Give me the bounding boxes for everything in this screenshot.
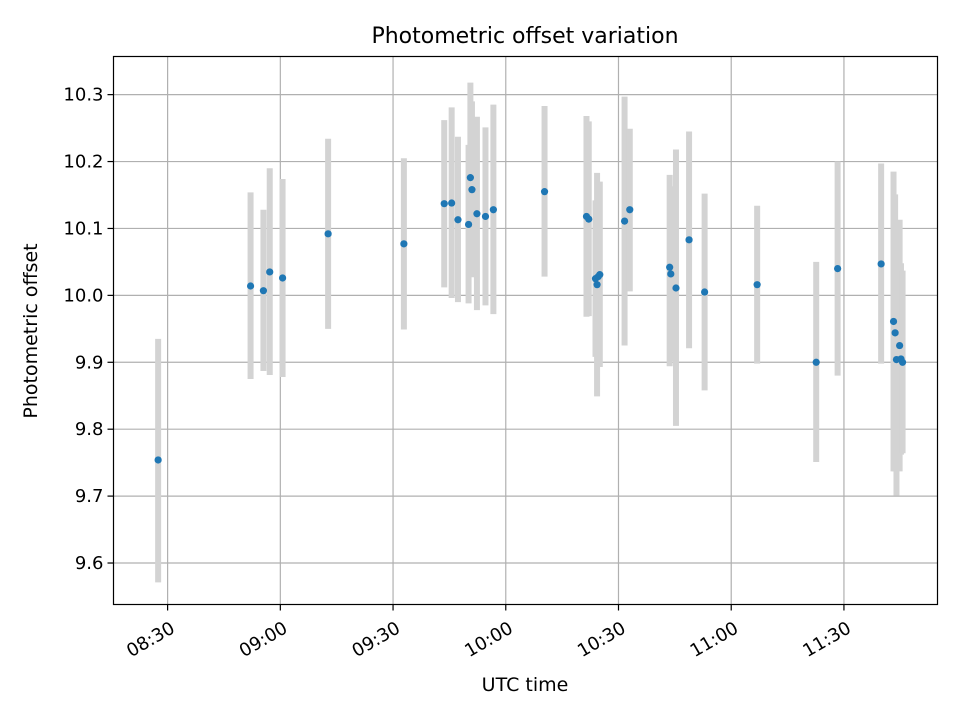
y-tick-label: 10.1 bbox=[63, 218, 103, 239]
data-point bbox=[448, 199, 456, 207]
data-point bbox=[154, 456, 162, 464]
data-point bbox=[685, 236, 693, 244]
y-tick-label: 9.8 bbox=[75, 419, 104, 440]
data-point bbox=[324, 230, 332, 238]
data-point bbox=[440, 200, 448, 208]
data-point bbox=[540, 188, 549, 196]
data-point bbox=[626, 206, 634, 214]
data-point bbox=[898, 358, 907, 366]
data-point bbox=[701, 288, 709, 296]
data-point bbox=[891, 329, 899, 337]
chart-title: Photometric offset variation bbox=[371, 24, 678, 49]
y-tick-label: 10.2 bbox=[63, 152, 103, 173]
y-axis-label: Photometric offset bbox=[20, 243, 42, 418]
data-point bbox=[877, 260, 885, 268]
data-point bbox=[246, 282, 255, 290]
y-tick-label: 10.3 bbox=[63, 85, 103, 106]
y-tick-label: 9.7 bbox=[75, 486, 104, 507]
x-axis-label: UTC time bbox=[482, 674, 569, 696]
y-tick-label: 9.6 bbox=[75, 553, 104, 574]
data-point bbox=[466, 174, 474, 182]
grid bbox=[113, 56, 938, 605]
data-point bbox=[481, 212, 490, 221]
data-point bbox=[473, 210, 481, 218]
y-axis-ticks: 9.6 9.7 9.8 9.9 10.0 10.1 10.2 10.3 bbox=[63, 85, 114, 574]
data-point bbox=[620, 217, 629, 225]
data-point bbox=[278, 274, 287, 282]
y-tick-label: 9.9 bbox=[75, 352, 104, 373]
data-point bbox=[896, 341, 904, 350]
data-point bbox=[464, 220, 473, 229]
data-point bbox=[259, 287, 268, 295]
data-point bbox=[585, 215, 593, 223]
y-tick-label: 10.0 bbox=[63, 285, 103, 306]
data-point bbox=[489, 206, 497, 214]
data-point bbox=[400, 240, 408, 248]
data-points bbox=[154, 174, 907, 464]
data-point bbox=[753, 281, 761, 289]
data-point bbox=[468, 186, 476, 194]
data-point bbox=[593, 281, 601, 289]
data-point bbox=[672, 284, 680, 292]
data-point bbox=[667, 270, 675, 278]
data-point bbox=[666, 263, 674, 271]
data-point bbox=[834, 265, 842, 273]
plot-frame bbox=[112, 55, 939, 606]
data-point bbox=[596, 271, 604, 279]
data-point bbox=[454, 216, 462, 224]
data-point bbox=[889, 317, 898, 326]
data-point bbox=[266, 268, 274, 276]
data-point bbox=[812, 358, 820, 366]
